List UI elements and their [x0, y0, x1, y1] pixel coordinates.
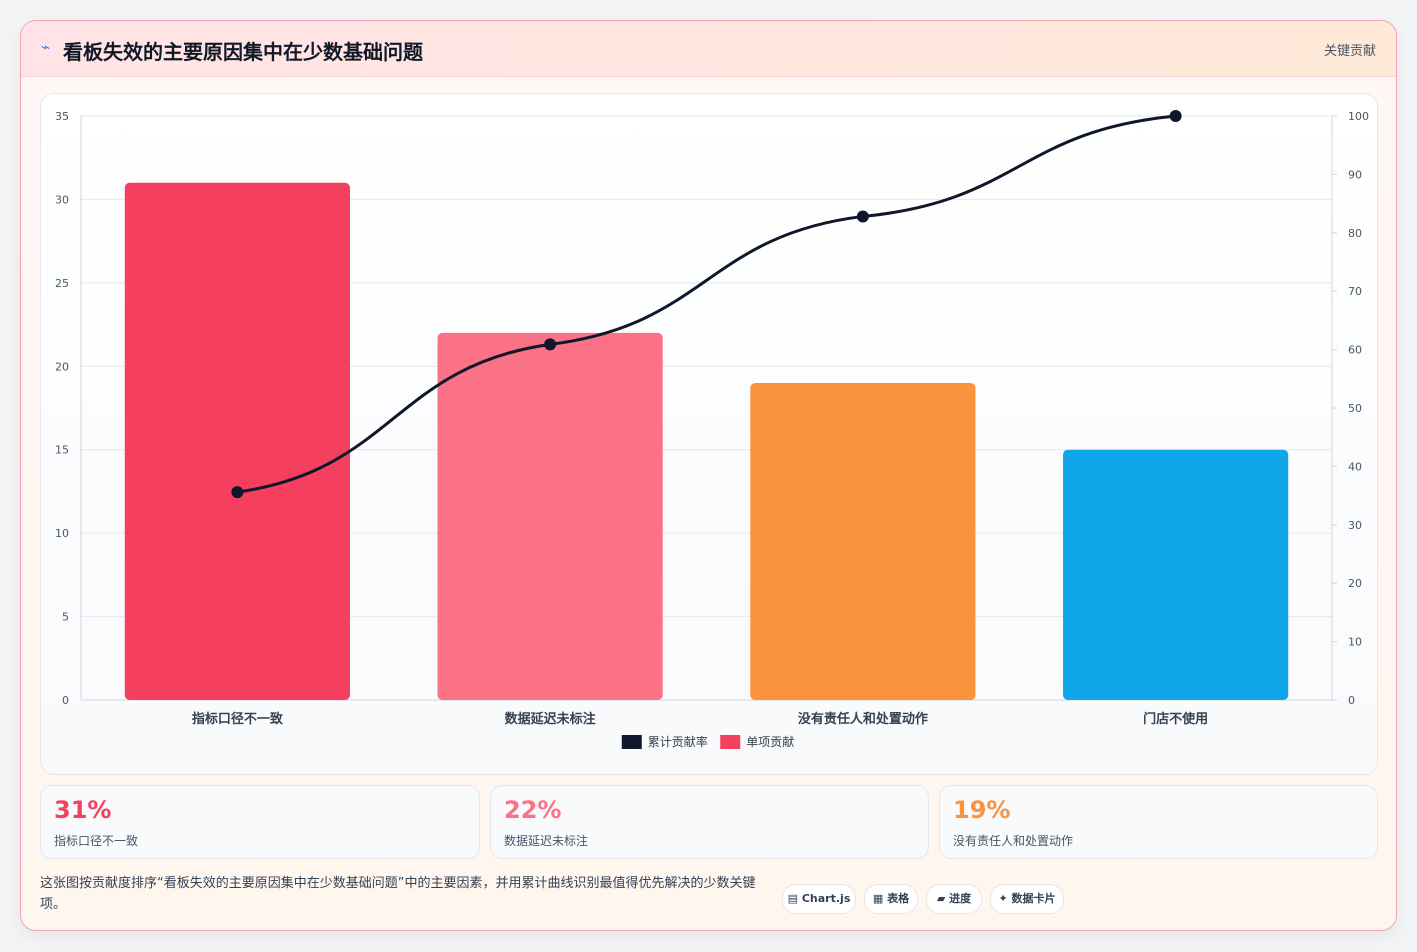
y-right-tick-label: 30 — [1348, 519, 1362, 532]
cumulative-line — [237, 114, 1176, 494]
bar — [437, 332, 663, 700]
pareto-chart: 0 5 10 15 20 25 30 35 0 10 20 30 40 50 60 70 80 90 100 指标口径… — [55, 110, 1369, 749]
y-right-tick-label: 70 — [1348, 285, 1362, 298]
y-right-tick-label: 100 — [1348, 110, 1369, 123]
x-tick-label: 没有责任人和处置动作 — [798, 711, 928, 727]
card-header: ⌁ 看板失效的主要原因集中在少数基础问题 关键贡献 — [21, 21, 1396, 77]
y-right-tick-label: 20 — [1348, 577, 1362, 590]
y-left-tick-label: 10 — [55, 527, 69, 540]
chart-card: ⌁ 看板失效的主要原因集中在少数基础问题 关键贡献 0 5 10 15 20 25 30 35… — [20, 20, 1397, 931]
x-tick-label: 指标口径不一致 — [192, 711, 284, 727]
y-left-tick-label: 5 — [62, 611, 69, 624]
y-right-tick-label: 80 — [1348, 227, 1362, 240]
x-tick-label: 数据延迟未标注 — [505, 711, 596, 727]
y-left-tick-label: 35 — [55, 110, 69, 123]
cumulative-point — [856, 210, 869, 223]
header-tag: 关键贡献 — [1323, 44, 1376, 59]
bar — [1063, 449, 1289, 700]
y-left-tick-label: 0 — [62, 694, 69, 707]
badge-data-card[interactable]: ✦ 数据卡片 — [990, 884, 1064, 914]
y-right-tick-label: 10 — [1348, 636, 1362, 649]
sparkle-icon: ✦ — [998, 892, 1008, 905]
legend-swatch — [720, 735, 741, 749]
stat-label: 指标口径不一致 — [54, 834, 139, 848]
y-left-tick-label: 30 — [55, 193, 69, 206]
stat-card-3: 19% 没有责任人和处置动作 — [939, 785, 1378, 859]
badge-label: 进度 — [949, 892, 972, 905]
cumulative-point — [1169, 110, 1182, 122]
badge-label: 数据卡片 — [1011, 892, 1056, 905]
badge-progress[interactable]: ▰ 进度 — [926, 884, 982, 914]
table-icon: ▦ — [872, 892, 884, 905]
legend-label: 累计贡献率 — [648, 734, 708, 749]
chart-panel: 0 5 10 15 20 25 30 35 0 10 20 30 40 50 60 70 80 90 100 指标口径… — [40, 93, 1378, 775]
legend-label: 单项贡献 — [746, 734, 794, 749]
cumulative-point — [544, 338, 557, 351]
stat-card-1: 31% 指标口径不一致 — [40, 785, 480, 859]
y-left-tick-label: 15 — [55, 444, 69, 457]
x-tick-label: 门店不使用 — [1143, 711, 1208, 727]
y-right-tick-label: 50 — [1348, 402, 1362, 415]
stat-label: 没有责任人和处置动作 — [953, 834, 1074, 848]
chart-title: 看板失效的主要原因集中在少数基础问题 — [63, 40, 423, 64]
stat-label: 数据延迟未标注 — [504, 834, 589, 848]
badge-label: Chart.js — [801, 892, 851, 905]
y-right-tick-label: 90 — [1348, 168, 1362, 181]
stat-card-2: 22% 数据延迟未标注 — [490, 785, 929, 859]
bar — [750, 382, 976, 700]
stat-value: 19% — [953, 796, 1011, 824]
chart-description: 这张图按贡献度排序“看板失效的主要原因集中在少数基础问题”中的主要因素，并用累计… — [40, 876, 756, 912]
cumulative-point — [231, 486, 244, 499]
chart-icon: ⌁ — [41, 38, 51, 56]
badge-label: 表格 — [887, 892, 910, 905]
y-right-tick-label: 60 — [1348, 344, 1362, 357]
stat-value: 22% — [504, 796, 562, 824]
y-left-tick-label: 25 — [55, 277, 69, 290]
chart-icon: ▤ — [787, 892, 799, 905]
y-left-tick-label: 20 — [55, 360, 69, 373]
progress-icon: ▰ — [936, 892, 946, 905]
y-right-tick-label: 0 — [1348, 694, 1355, 707]
stat-value: 31% — [54, 796, 112, 824]
badge-chartjs[interactable]: ▤ Chart.js — [782, 884, 856, 914]
legend-swatch — [621, 735, 642, 749]
badge-table[interactable]: ▦ 表格 — [864, 884, 918, 914]
y-right-tick-label: 40 — [1348, 460, 1362, 473]
bar — [124, 182, 350, 700]
